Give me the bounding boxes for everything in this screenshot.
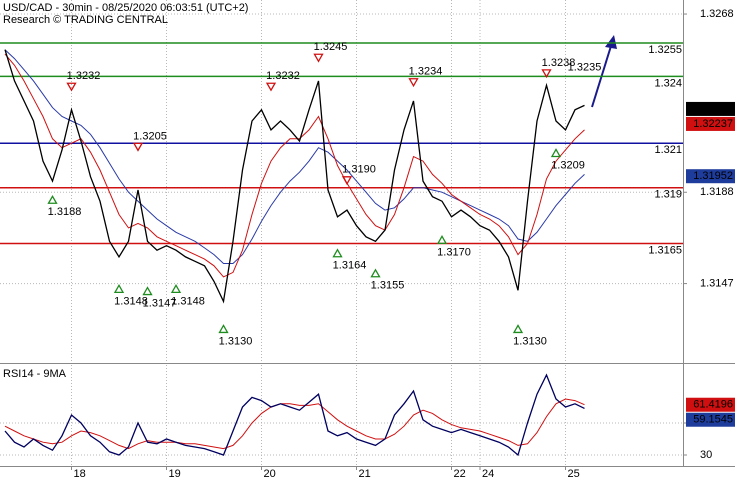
level-label: 1.319	[654, 189, 682, 201]
low-marker	[436, 235, 448, 244]
y-tick-label: 1.3188	[700, 186, 734, 198]
price-tag	[686, 101, 735, 116]
low-label: 1.3164	[333, 260, 367, 272]
level-label: 1.324	[654, 77, 682, 89]
high-marker	[408, 78, 419, 88]
y-tick-label: 30	[700, 449, 712, 461]
low-label: 1.3170	[437, 246, 471, 258]
x-tick-label: 18	[74, 468, 86, 480]
high-marker	[132, 142, 144, 152]
low-label: 1.3147	[143, 297, 177, 309]
price-tag	[686, 116, 735, 131]
price-tag	[686, 397, 735, 412]
high-label: 1.3245	[314, 41, 348, 53]
price-tag	[686, 412, 735, 427]
high-marker	[265, 82, 277, 92]
low-marker	[170, 284, 182, 294]
chart-title: RSI14 - 9MA	[3, 368, 67, 380]
x-tick-label: 22	[454, 468, 466, 480]
price-label: 1.3235	[568, 61, 602, 73]
chart-subtitle: Research © TRADING CENTRAL	[3, 14, 168, 26]
high-marker	[66, 82, 77, 92]
high-label: 1.3205	[133, 130, 167, 142]
low-marker	[512, 324, 524, 334]
series-line	[4, 49, 585, 304]
low-label: 1.3130	[513, 335, 547, 347]
high-marker	[313, 53, 324, 63]
y-tick-label: 1.3268	[700, 8, 734, 20]
low-label: 1.3155	[371, 280, 405, 292]
high-marker	[541, 69, 552, 79]
level-label: 1.321	[654, 144, 682, 156]
price-tag-label: 1.32254	[693, 103, 733, 115]
low-label: 1.3148	[171, 295, 205, 307]
low-marker	[370, 268, 381, 278]
series-line	[4, 49, 585, 264]
series-line	[4, 53, 585, 278]
price-tag-label: 59.1545	[693, 414, 733, 426]
x-tick-label: 20	[264, 468, 276, 480]
x-tick-label: 19	[169, 468, 181, 480]
high-label: 1.3234	[409, 66, 443, 78]
chart-title: USD/CAD - 30min - 08/25/2020 06:03:51 (U…	[3, 2, 248, 14]
low-marker	[47, 194, 58, 204]
price-tag	[686, 169, 735, 184]
price-tag-label: 61.4196	[693, 399, 733, 411]
level-label: 1.3165	[648, 244, 682, 256]
low-marker	[142, 286, 153, 296]
x-tick-label: 21	[359, 468, 371, 480]
low-label: 1.3188	[48, 206, 82, 218]
series-line	[4, 373, 585, 457]
low-marker	[332, 248, 343, 258]
low-label: 1.3130	[219, 335, 253, 347]
high-label: 1.3238	[542, 57, 576, 69]
level-label: 1.3255	[648, 44, 682, 56]
x-tick-label: 24	[482, 468, 494, 480]
high-label: 1.3232	[67, 70, 101, 82]
low-marker	[218, 324, 229, 334]
price-tag-label: 1.31952	[693, 170, 733, 182]
y-tick-label: 1.3147	[700, 277, 734, 289]
high-marker	[341, 176, 353, 186]
low-label: 1.3148	[114, 295, 148, 307]
low-label: 1.3209	[551, 159, 585, 171]
low-marker	[113, 284, 125, 294]
forecast-arrowhead	[605, 35, 617, 49]
series-line	[4, 398, 585, 450]
high-label: 1.3232	[266, 70, 300, 82]
x-tick-label: 25	[568, 468, 580, 480]
high-label: 1.3190	[342, 164, 376, 176]
low-marker	[550, 148, 562, 158]
price-tag-label: 1.32237	[693, 118, 733, 130]
